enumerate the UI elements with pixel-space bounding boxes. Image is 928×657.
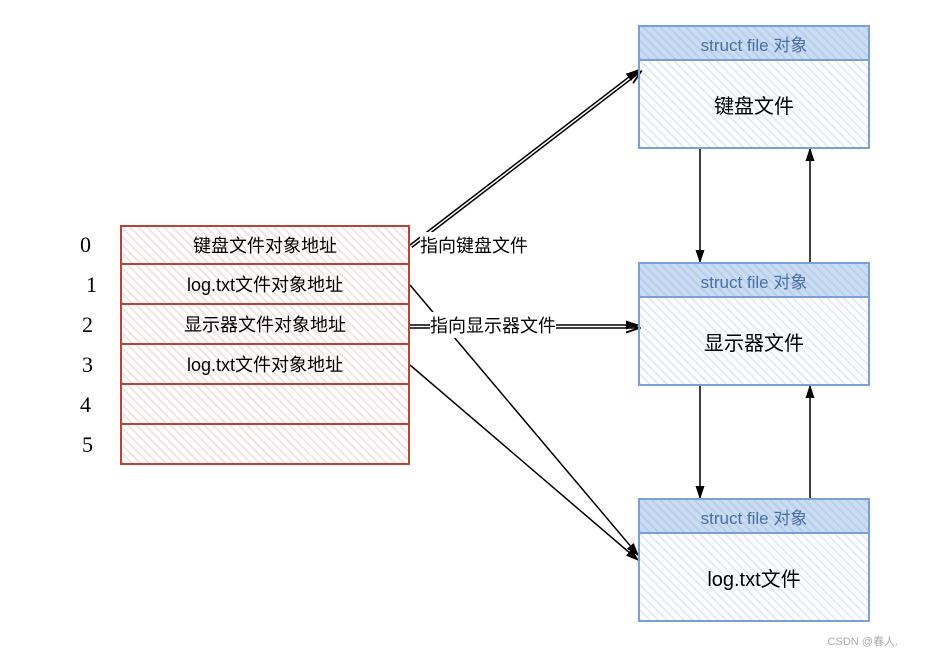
struct-body-0-label: 键盘文件 [714,90,794,119]
watermark: CSDN @春人. [828,633,898,649]
fd-row-2: 显示器文件对象地址 [120,305,410,345]
index-2: 2 [82,312,93,338]
struct-body-2: log.txt文件 [638,534,870,622]
fd-row-2-label: 显示器文件对象地址 [184,311,346,337]
struct-header-1: struct file 对象 [638,262,870,298]
edge-label-kbd: 指向键盘文件 [420,232,528,258]
fd-row-3-label: log.txt文件对象地址 [187,351,343,377]
fd-row-3: log.txt文件对象地址 [120,345,410,385]
fd-row-0: 键盘文件对象地址 [120,225,410,265]
index-0: 0 [80,232,91,258]
fd-row-5 [120,425,410,465]
struct-header-0: struct file 对象 [638,25,870,61]
index-1: 1 [86,272,97,298]
struct-header-2: struct file 对象 [638,498,870,534]
struct-header-0-label: struct file 对象 [701,31,808,56]
fd-row-1-label: log.txt文件对象地址 [187,271,343,297]
struct-body-0: 键盘文件 [638,61,870,149]
struct-body-1-label: 显示器文件 [704,327,804,356]
fd-row-0-label: 键盘文件对象地址 [193,232,337,258]
struct-header-1-label: struct file 对象 [701,268,808,293]
struct-header-2-label: struct file 对象 [701,504,808,529]
struct-body-1: 显示器文件 [638,298,870,386]
fd-row-1: log.txt文件对象地址 [120,265,410,305]
fd-row-4 [120,385,410,425]
index-4: 4 [80,392,91,418]
struct-body-2-label: log.txt文件 [707,563,800,592]
index-3: 3 [82,352,93,378]
index-5: 5 [82,432,93,458]
edge-label-disp: 指向显示器文件 [430,312,556,338]
